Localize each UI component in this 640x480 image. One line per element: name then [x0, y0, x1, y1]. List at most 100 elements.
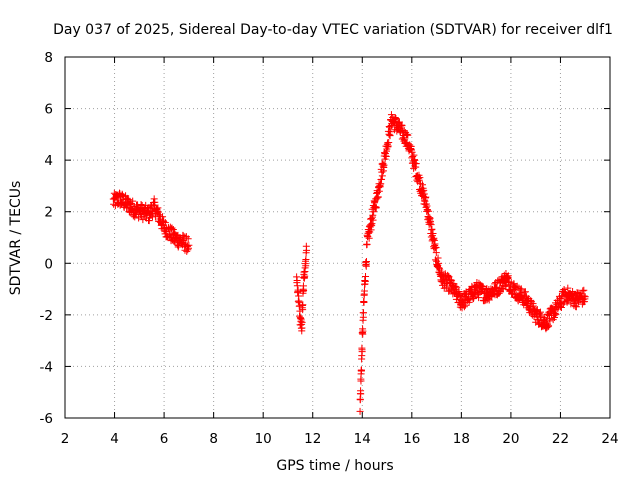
y-tick-label: 0 — [44, 256, 53, 272]
data-point — [428, 225, 436, 233]
data-point — [392, 115, 400, 123]
data-point — [581, 293, 589, 301]
data-point — [359, 327, 367, 335]
x-tick-label: 24 — [601, 431, 618, 447]
data-point — [303, 246, 311, 254]
data-point — [432, 249, 440, 257]
y-tick-label: 6 — [44, 102, 53, 118]
data-point — [362, 258, 370, 266]
x-tick-label: 2 — [61, 431, 70, 447]
data-point — [453, 283, 461, 291]
data-point — [362, 272, 370, 280]
y-tick-label: 2 — [44, 205, 53, 221]
data-point — [356, 407, 364, 415]
data-point — [380, 161, 388, 169]
data-point — [184, 246, 192, 254]
data-point — [151, 198, 159, 206]
x-tick-label: 14 — [354, 431, 371, 447]
data-point — [442, 283, 450, 291]
data-point — [427, 221, 435, 229]
data-point — [299, 301, 307, 309]
data-point — [360, 287, 368, 295]
data-point — [378, 172, 386, 180]
data-point — [168, 224, 176, 232]
data-point — [360, 309, 368, 317]
data-marks — [109, 111, 589, 415]
data-point — [420, 190, 428, 198]
y-tick-labels: 8 6 4 2 0 -2 -4 -6 — [40, 50, 53, 427]
data-point — [410, 151, 418, 159]
data-point — [460, 303, 468, 311]
data-point — [551, 310, 559, 318]
data-point — [360, 298, 368, 306]
x-tick-label: 18 — [453, 431, 470, 447]
data-point — [429, 235, 437, 243]
data-point — [169, 225, 177, 233]
data-point — [385, 139, 393, 147]
data-point — [384, 142, 392, 150]
y-tick-label: 8 — [44, 50, 53, 66]
x-tick-label: 16 — [403, 431, 420, 447]
data-point — [367, 215, 375, 223]
chart-title: Day 037 of 2025, Sidereal Day-to-day VTE… — [53, 22, 613, 38]
data-point — [456, 292, 464, 300]
y-tick-label: 4 — [44, 153, 53, 169]
data-point — [517, 285, 525, 293]
data-point — [504, 272, 512, 280]
data-point — [386, 128, 394, 136]
data-point — [302, 256, 310, 264]
data-point — [150, 195, 158, 203]
data-point — [302, 262, 310, 270]
data-point — [126, 200, 134, 208]
data-point — [293, 282, 301, 290]
data-point — [564, 284, 572, 292]
x-axis-label: GPS time / hours — [276, 458, 393, 474]
data-point — [368, 220, 376, 228]
data-point — [560, 286, 568, 294]
data-point — [374, 193, 382, 201]
data-point — [479, 283, 487, 291]
y-axis-label: SDTVAR / TECUs — [8, 181, 24, 296]
x-tick-label: 6 — [160, 431, 169, 447]
data-point — [161, 219, 169, 227]
y-tick-label: -6 — [40, 411, 53, 427]
data-point — [300, 287, 308, 295]
data-point — [513, 282, 521, 290]
data-point — [521, 288, 529, 296]
data-point — [422, 193, 430, 201]
data-point — [579, 287, 587, 295]
data-point — [427, 217, 435, 225]
x-tick-label: 20 — [502, 431, 519, 447]
x-tick-label: 22 — [552, 431, 569, 447]
data-point — [466, 296, 474, 304]
series-segment-3 — [356, 111, 589, 415]
grid-lines — [65, 57, 610, 418]
data-point — [398, 122, 406, 130]
x-tick-label: 8 — [209, 431, 218, 447]
data-point — [475, 294, 483, 302]
data-point — [467, 289, 475, 297]
data-point — [435, 259, 443, 267]
data-point — [552, 311, 560, 319]
data-point — [298, 318, 306, 326]
series-segment-1 — [109, 189, 193, 255]
series-segment-2 — [293, 242, 311, 335]
data-point — [419, 181, 427, 189]
data-point — [185, 241, 193, 249]
data-point — [455, 288, 463, 296]
x-tick-label: 12 — [304, 431, 321, 447]
data-point — [357, 366, 365, 374]
data-point — [357, 377, 365, 385]
data-point — [357, 390, 365, 398]
data-point — [160, 218, 168, 226]
data-point — [412, 163, 420, 171]
data-point — [372, 203, 380, 211]
y-tick-label: -2 — [40, 308, 53, 324]
data-point — [403, 130, 411, 138]
data-point — [369, 216, 377, 224]
data-point — [356, 396, 364, 404]
data-point — [546, 317, 554, 325]
data-point — [404, 131, 412, 139]
data-point — [491, 280, 499, 288]
plot-frame — [64, 56, 611, 419]
